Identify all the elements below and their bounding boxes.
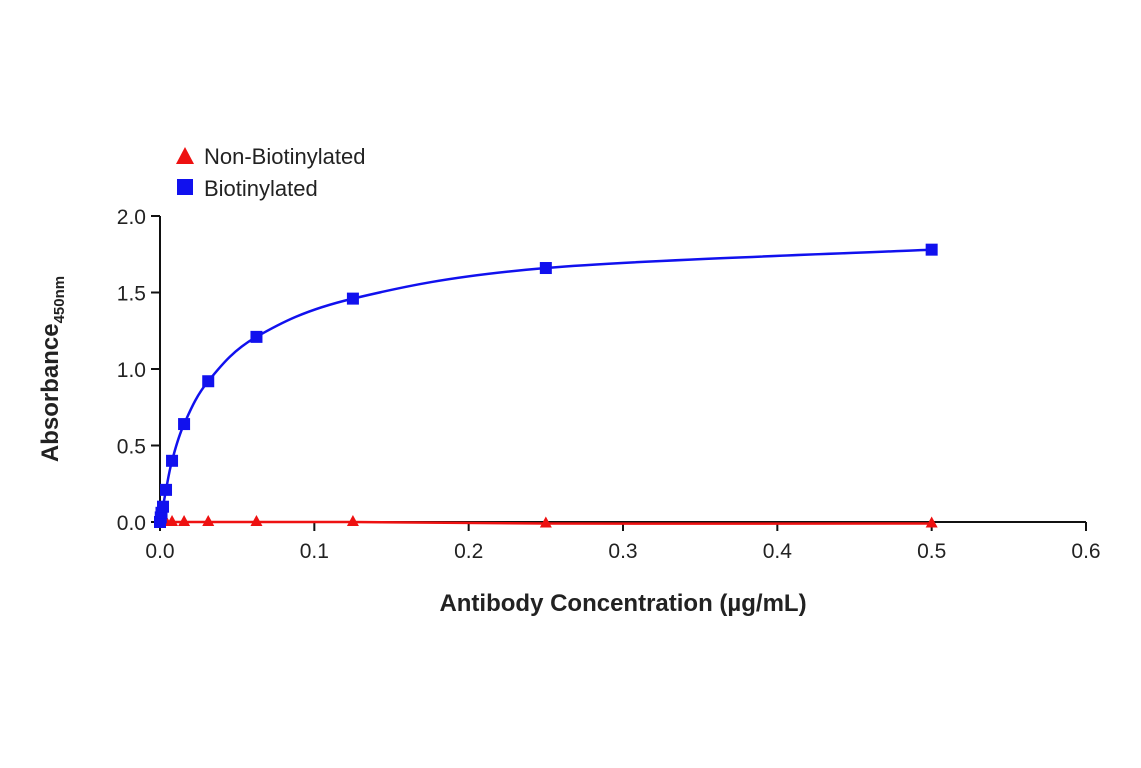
data-point-non-biotinylated xyxy=(202,515,215,526)
legend-entry-biotinylated: Biotinylated xyxy=(177,176,318,201)
data-point-biotinylated xyxy=(178,418,191,431)
data-point-biotinylated xyxy=(157,500,170,513)
data-point-non-biotinylated xyxy=(250,515,263,526)
legend-marker-triangle xyxy=(176,147,194,164)
data-point-biotinylated xyxy=(250,330,263,343)
data-point-non-biotinylated xyxy=(925,516,938,528)
x-tick-label: 0.2 xyxy=(454,540,483,563)
y-tick-label: 2.0 xyxy=(117,206,146,229)
data-point-non-biotinylated xyxy=(539,516,552,528)
x-tick-label: 0.6 xyxy=(1071,540,1100,563)
axes: 0.0 0.5 1.0 1.5 2.0 0.0 0.1 0.2 0.3 0.4 0.5 0.6 xyxy=(117,206,1101,563)
y-tick-label: 1.5 xyxy=(117,283,146,306)
y-axis-title: Absorbance450nm xyxy=(37,276,68,462)
x-tick-label: 0.0 xyxy=(145,540,174,563)
series-biotinylated xyxy=(154,243,938,528)
x-tick-label: 0.4 xyxy=(763,540,793,563)
data-point-biotinylated xyxy=(160,483,173,496)
data-point-biotinylated xyxy=(202,375,215,388)
data-point-non-biotinylated xyxy=(178,515,191,526)
legend-label-biotinylated: Biotinylated xyxy=(204,176,318,201)
legend-marker-square xyxy=(177,179,193,195)
data-point-biotinylated xyxy=(166,454,179,467)
data-point-non-biotinylated xyxy=(166,515,179,526)
data-point-biotinylated xyxy=(539,262,552,275)
x-tick-label: 0.1 xyxy=(300,540,329,563)
series-layer xyxy=(154,243,938,528)
y-tick-label: 0.5 xyxy=(117,436,146,459)
x-axis-title: Antibody Concentration (µg/mL) xyxy=(439,590,806,617)
legend-entry-non-biotinylated: Non-Biotinylated xyxy=(176,144,365,169)
legend: Non-Biotinylated Biotinylated xyxy=(176,144,365,201)
x-tick-label: 0.5 xyxy=(917,540,946,563)
y-axis-title-subscript: 450nm xyxy=(51,276,68,324)
series-line-biotinylated xyxy=(158,248,932,523)
legend-label-non-biotinylated: Non-Biotinylated xyxy=(204,144,365,169)
y-tick-label: 0.0 xyxy=(117,512,146,535)
y-tick-label: 1.0 xyxy=(117,359,146,382)
data-point-biotinylated xyxy=(346,292,359,305)
data-point-non-biotinylated xyxy=(346,515,359,526)
x-tick-label: 0.3 xyxy=(608,540,637,563)
data-point-biotinylated xyxy=(925,243,938,256)
y-axis-title-main: Absorbance xyxy=(37,323,64,462)
